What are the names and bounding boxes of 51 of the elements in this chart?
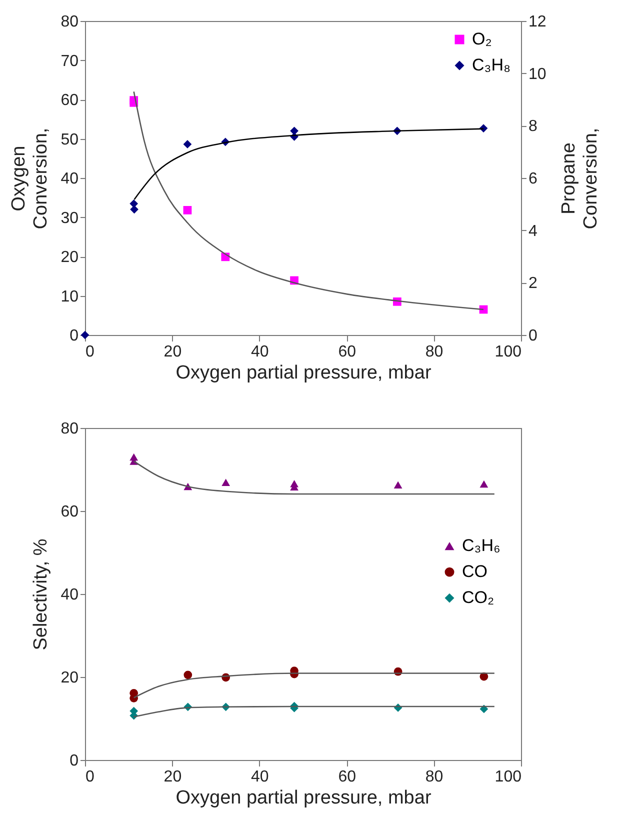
legend-label: CO₂	[462, 588, 494, 608]
y-tick-label: 20	[60, 670, 79, 686]
y2-tick-label: 12	[528, 14, 546, 30]
point	[222, 478, 230, 486]
x-tick-label: 60	[338, 768, 356, 786]
y2-tick-label: 10	[528, 66, 546, 83]
legend-label: CO	[462, 562, 488, 582]
y-tick-label: 30	[60, 210, 79, 227]
y2-tick-label: 2	[528, 275, 538, 292]
y-tick-label: 40	[60, 170, 79, 188]
x-axis-title: Oxygen partial pressure, mbar	[176, 788, 432, 808]
x-tick-label: 60	[338, 344, 356, 360]
y-tick-label: 70	[60, 52, 79, 70]
x-tick-label: 80	[425, 344, 444, 360]
legend-label: C₃H₆	[462, 536, 500, 556]
x-axis-title: Oxygen partial pressure, mbar	[176, 362, 432, 384]
y-tick-label: 0	[70, 752, 79, 770]
point	[130, 205, 138, 214]
y2-tick-label: 0	[528, 328, 538, 344]
point	[183, 206, 192, 214]
y2-tick-label: 6	[528, 170, 538, 188]
x-tick-label: 100	[494, 768, 522, 786]
y-tick-label: 0	[70, 328, 79, 344]
y-axis-title: Oxygen Conversion,	[8, 128, 52, 230]
point	[480, 480, 488, 488]
y-tick-label: 80	[60, 14, 79, 30]
x-tick-label: 0	[86, 768, 94, 786]
x-tick-label: 40	[251, 768, 269, 786]
x-tick-label: 20	[164, 344, 182, 360]
x-tick-label: 0	[86, 344, 94, 360]
x-tick-label: 80	[425, 768, 444, 786]
y-tick-label: 10	[60, 288, 79, 306]
y-tick-label: 80	[60, 420, 79, 438]
y-axis-title: Selectivity, %	[30, 538, 52, 650]
x-tick-label: 20	[164, 768, 182, 786]
y-tick-label: 60	[60, 504, 79, 520]
y-tick-label: 60	[60, 92, 79, 109]
legend-label: C₃H₈	[472, 56, 511, 74]
point	[80, 330, 90, 340]
x-tick-label: 40	[251, 344, 269, 360]
y-tick-label: 20	[60, 249, 79, 266]
y-tick-label: 50	[60, 131, 79, 148]
y2-tick-label: 8	[528, 118, 538, 136]
point	[183, 140, 192, 148]
legend-label: O₂	[472, 30, 492, 48]
x-tick-label: 100	[494, 344, 522, 360]
point	[184, 670, 192, 680]
y-tick-label: 40	[60, 586, 79, 604]
point	[394, 481, 402, 488]
y2-tick-label: 4	[528, 222, 538, 240]
y2-axis-title: Propane Conversion,	[558, 128, 602, 230]
